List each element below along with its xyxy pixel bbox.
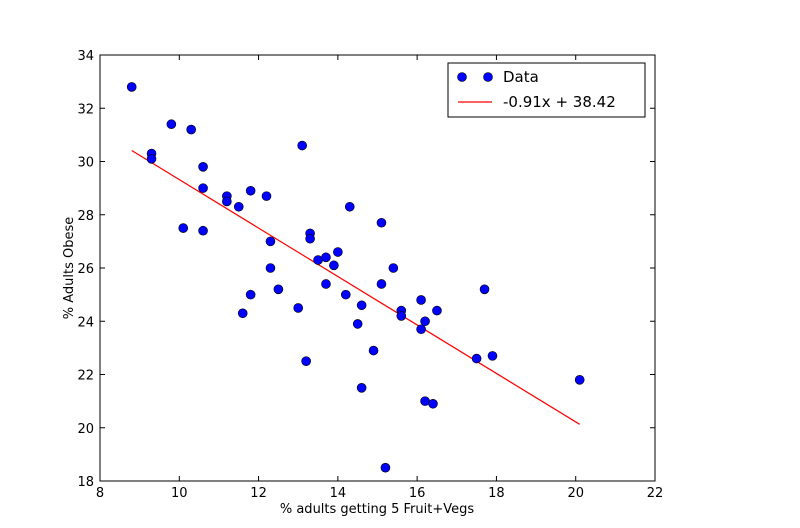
data-point: [396, 311, 407, 321]
legend-fit-label: -0.91x + 38.42: [503, 93, 616, 111]
legend-data-label: Data: [503, 68, 539, 86]
data-point: [186, 124, 196, 135]
data-point: [198, 225, 208, 236]
data-point: [245, 185, 256, 196]
y-tick-label: 34: [77, 49, 94, 64]
data-point: [245, 289, 256, 300]
data-point: [368, 345, 379, 356]
data-point: [416, 295, 426, 305]
data-point: [166, 119, 177, 130]
data-point: [428, 398, 438, 409]
data-point: [261, 191, 272, 201]
data-point: [297, 140, 307, 151]
data-point: [376, 279, 387, 289]
y-tick-label: 24: [77, 315, 94, 330]
data-point: [333, 247, 343, 257]
axis-ticks: 8 10 12 14 16 18 20 22 18 20 22 24 26 28 30 32 34: [77, 49, 663, 501]
data-point: [344, 201, 355, 212]
data-point: [420, 316, 430, 327]
data-point: [471, 353, 482, 364]
data-point: [301, 356, 311, 366]
data-point: [329, 260, 339, 271]
legend-data-marker: [483, 72, 493, 82]
legend-box: [447, 62, 646, 118]
y-tick-label: 22: [77, 369, 94, 384]
x-tick-label: 12: [250, 486, 267, 501]
data-point: [313, 255, 323, 265]
x-tick-label: 8: [96, 486, 104, 501]
regression-line: [131, 150, 580, 425]
data-point: [233, 201, 244, 212]
data-point: [126, 82, 137, 92]
legend-data-marker: [457, 72, 467, 82]
data-point: [479, 284, 490, 295]
data-point: [321, 252, 331, 263]
x-tick-label: 22: [647, 486, 664, 501]
data-point: [321, 279, 331, 289]
data-point: [237, 308, 248, 319]
plot-background: [100, 55, 655, 481]
data-point: [416, 324, 426, 335]
data-point: [420, 396, 430, 406]
x-tick-label: 14: [330, 486, 347, 501]
x-tick-label: 16: [409, 486, 426, 501]
data-point: [340, 289, 351, 300]
y-tick-label: 20: [77, 422, 94, 437]
y-tick-label: 32: [77, 102, 94, 117]
data-point: [574, 375, 585, 385]
data-point: [198, 183, 208, 193]
data-point: [356, 300, 367, 311]
data-point: [380, 462, 391, 473]
y-axis-label: % Adults Obese: [62, 217, 77, 320]
data-point: [178, 223, 189, 233]
data-point: [305, 233, 315, 244]
y-tick-label: 30: [77, 156, 94, 171]
data-point: [265, 236, 276, 247]
data-point: [352, 319, 363, 329]
data-point: [265, 263, 276, 273]
data-point: [273, 284, 284, 295]
data-point: [293, 303, 304, 313]
data-point: [222, 196, 232, 207]
data-point: [356, 383, 367, 393]
data-point: [376, 217, 387, 228]
y-tick-label: 26: [77, 262, 94, 277]
data-point: [146, 154, 157, 164]
y-tick-label: 28: [77, 209, 94, 224]
data-point: [432, 305, 442, 316]
data-point: [487, 351, 498, 361]
x-tick-label: 18: [488, 486, 505, 501]
x-tick-label: 10: [171, 486, 188, 501]
legend: Data -0.91x + 38.42: [447, 62, 646, 118]
y-tick-label: 18: [77, 475, 94, 490]
x-axis-label: % adults getting 5 Fruit+Vegs: [280, 502, 474, 517]
data-point: [388, 263, 399, 273]
x-tick-label: 20: [567, 486, 584, 501]
data-marks: [126, 82, 585, 473]
data-point: [198, 162, 208, 172]
